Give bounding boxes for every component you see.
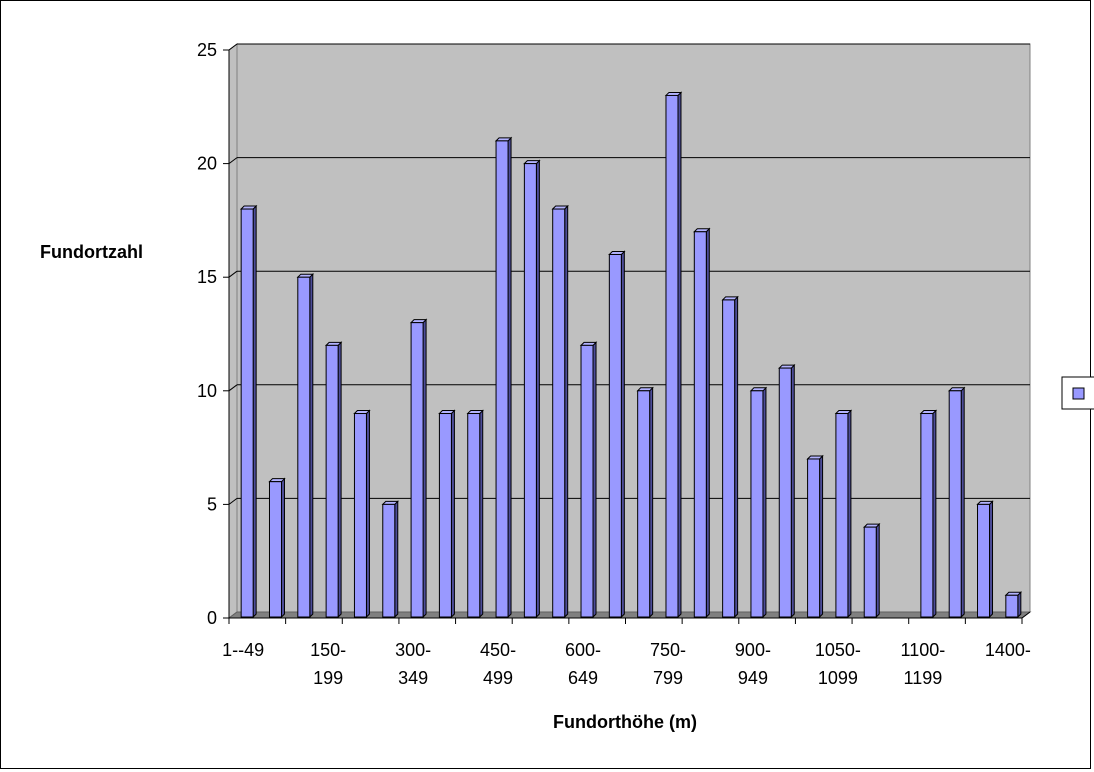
bar-front [552,208,566,618]
gridline-side [228,157,238,165]
x-tick-label: 1050- [815,640,861,660]
gridline-side [228,43,238,51]
bar [919,409,938,619]
bar [749,386,768,619]
legend [1061,376,1094,410]
bar [863,522,881,619]
bar [778,363,796,619]
bar-front [438,413,452,618]
legend-swatch [1072,387,1085,400]
bar [834,409,853,619]
x-tick-label-line2: 499 [483,668,513,688]
bar-front [665,94,679,618]
bar-front [410,322,424,618]
y-tick-label: 0 [207,608,217,628]
y-tick-label: 10 [197,381,217,401]
gridline-side [228,384,238,392]
bar-front [382,503,396,618]
bar [693,227,711,619]
bar-front [948,390,962,618]
y-tick-label: 20 [197,154,217,174]
bar [409,318,428,619]
bar [523,159,541,619]
bar-front [523,163,537,618]
bar-front [608,253,622,618]
bar-front [240,208,254,618]
bar-front [863,526,877,618]
bar [324,341,343,619]
bar [636,386,654,619]
bar [296,272,315,619]
bar-front [325,344,339,618]
bar [806,454,824,619]
x-tick-labels: 1--49 150- 199 300- 349 450- 499 600- 649 750- 799… [222,618,1031,688]
x-tick-label: 900- [735,640,771,660]
x-tick-label-line2: 349 [398,668,428,688]
x-tick-label-line2: 949 [738,668,768,688]
side-wall [228,43,238,619]
bars [239,91,1023,619]
x-axis-title: Fundorthöhe (m) [553,712,697,732]
bar [664,91,683,619]
chart-walls [227,43,1032,619]
x-tick-label: 600- [565,640,601,660]
x-tick-label-line2: 1099 [818,668,858,688]
bar [353,409,371,619]
bar [466,409,484,619]
bar-front [807,458,821,618]
y-tick-label: 25 [197,40,217,60]
bar [551,204,569,619]
bar [1004,591,1023,619]
bar [381,500,399,619]
bar [608,250,626,619]
gridline-side [228,270,238,278]
x-tick-label: 450- [480,640,516,660]
x-tick-label-line2: 1199 [904,668,943,688]
y-tick-label: 5 [207,494,217,514]
x-tick-label: 300- [395,640,431,660]
y-axis-title: Fundortzahl [40,242,143,262]
bar-front [722,299,736,618]
bar-front [268,481,282,618]
bar [268,477,286,619]
bar-front [353,413,367,618]
x-tick-label: 1100- [901,640,946,660]
bar-front [297,276,311,618]
floor-edge [1021,611,1031,619]
bar [976,500,994,619]
bar-front [750,390,764,618]
bar [721,295,739,619]
x-tick-label: 150- [310,640,346,660]
bar-front [495,140,509,618]
x-tick-label-line2: 799 [653,668,683,688]
bar-front [1005,594,1019,618]
bar-front [778,367,792,618]
bar [438,409,456,619]
bar [239,204,258,619]
bar-front [920,413,934,618]
y-tick-labels: 0 5 10 15 20 25 [197,40,229,628]
y-tick-label: 15 [197,267,217,287]
floor [227,611,1032,619]
gridline-side [228,497,238,505]
bar [494,136,513,619]
x-tick-label: 1--49 [222,640,264,660]
bar-front [637,390,651,618]
x-tick-label: 750- [650,640,686,660]
bar-front [693,231,707,618]
bar-front [467,413,481,618]
gridlines [228,43,1030,505]
bar-front [835,413,849,618]
x-tick-label: 1400- [985,640,1031,660]
bar-front [977,503,991,618]
bar [947,386,966,619]
x-tick-label-line2: 199 [313,668,343,688]
bar [579,341,598,619]
x-tick-label-line2: 649 [568,668,598,688]
bar-front [580,344,594,618]
